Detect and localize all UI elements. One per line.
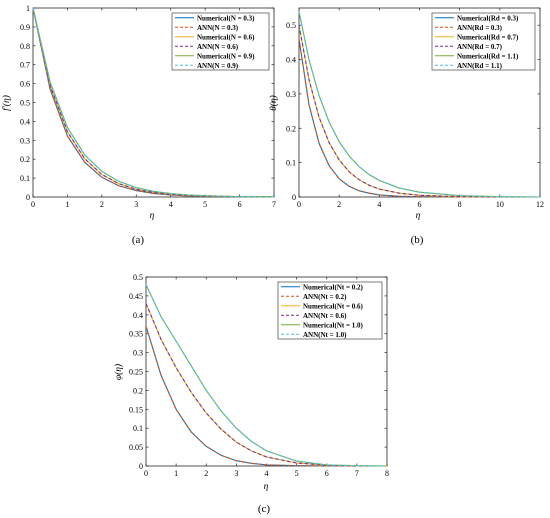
series-group [145,284,388,467]
y-tick-label: 0.3 [20,136,30,145]
x-tick-label: 0 [144,469,148,478]
x-tick-label: 1 [65,200,69,209]
legend: Numerical(N = 0.3)ANN(N = 0.3)Numerical(… [171,12,270,71]
y-tick-label: 0.45 [129,292,143,301]
chart-a: 0 1 2 3 4 5 6 7 0 0.1 0.2 0.3 0.4 0.5 0.6 0.7 0.8 0.9 1 Num… [1,4,276,246]
y-tick-label: 0.4 [133,311,143,320]
legend-entry: ANN(N = 0.6) [197,43,239,51]
y-tick-label: 0.4 [286,56,296,65]
legend-entry: ANN(Rd = 0.7) [457,43,503,51]
y-tick-label: 0.9 [20,23,30,32]
x-tick-label: 0 [297,200,301,209]
x-tick-label: 3 [134,200,138,209]
y-tick-label: 0.1 [133,424,143,433]
series-line-5 [145,284,388,467]
y-tick-label: 0.3 [133,349,143,358]
panel-label: (b) [411,234,424,246]
x-tick-label: 5 [203,200,207,209]
legend-entry: Numerical(N = 0.9) [197,52,255,60]
y-tick-label: 0.5 [286,21,296,30]
x-tick-label: 8 [458,200,462,209]
y-axis-label: f'(η) [1,95,12,111]
x-tick-label: 6 [238,200,242,209]
chart-b: 0 2 4 6 8 10 12 0 0.1 0.2 0.3 0.4 0.5 Numerical(Rd = … [268,7,544,246]
legend-box [171,12,270,71]
x-tick-label: 2 [100,200,104,209]
x-tick-label: 4 [169,200,173,209]
chart-c: 0 1 2 3 4 5 6 7 8 0 0.05 0.1 0.15 0.2 0.25 0.3 0.35 0.4 0.… [113,273,389,515]
series-line-5 [298,11,541,198]
y-tick-label: 0.25 [129,368,143,377]
legend-entry: ANN(Rd = 1.1) [457,62,503,70]
legend: Numerical(Nt = 0.2)ANN(Nt = 0.2)Numerica… [277,281,383,340]
x-tick-label: 3 [234,469,238,478]
legend-box [431,12,536,71]
legend-box [277,281,383,340]
series-line-1 [145,325,387,467]
x-tick-label: 6 [418,200,422,209]
x-tick-label: 12 [536,200,544,209]
y-axis-label: θ(η) [268,95,279,111]
legend-entry: ANN(Nt = 0.2) [303,293,347,301]
x-tick-label: 2 [337,200,341,209]
y-tick-label: 0.1 [286,159,296,168]
x-tick-label: 5 [295,469,299,478]
x-tick-label: 4 [377,200,381,209]
legend-entry: ANN(N = 0.3) [197,24,239,32]
panel-label: (c) [258,503,271,515]
series-line-5 [32,7,275,198]
y-tick-label: 0.1 [20,174,30,183]
x-axis-label: η [264,482,269,492]
legend-entry: ANN(Rd = 0.3) [457,24,503,32]
y-tick-label: 0 [292,193,296,202]
y-tick-label: 0.2 [133,386,143,395]
x-tick-label: 2 [204,469,208,478]
y-tick-label: 0.7 [20,61,30,70]
y-axis-label: φ(η) [113,364,124,380]
y-tick-label: 0.15 [129,405,143,414]
y-tick-label: 0.2 [286,124,296,133]
y-tick-label: 0.2 [20,155,30,164]
legend-entry: ANN(N = 0.9) [197,62,239,70]
series-line-3 [298,25,540,198]
legend-entry: Numerical(Nt = 0.6) [303,302,363,310]
legend-entry: Numerical(Rd = 1.1) [457,52,519,60]
x-tick-label: 8 [385,469,389,478]
y-tick-label: 1 [26,4,30,13]
y-tick-label: 0.35 [129,330,143,339]
y-tick-label: 0.8 [20,42,30,51]
y-tick-label: 0 [26,193,30,202]
y-tick-label: 0.4 [20,117,30,126]
y-tick-label: 0.5 [133,273,143,282]
series-group [298,11,541,198]
legend-entry: Numerical(Rd = 0.3) [457,14,519,22]
legend-entry: Numerical(Nt = 1.0) [303,321,363,329]
series-line-1 [32,7,275,198]
y-tick-label: 0.3 [286,90,296,99]
x-tick-label: 10 [496,200,504,209]
series-group [32,7,275,198]
legend: Numerical(Rd = 0.3)ANN(Rd = 0.3)Numerica… [431,12,536,71]
y-tick-label: 0.5 [20,99,30,108]
legend-entry: Numerical(N = 0.3) [197,14,255,22]
x-tick-label: 6 [325,469,329,478]
panel-label: (a) [132,234,145,246]
x-tick-label: 7 [272,200,276,209]
x-tick-label: 7 [355,469,359,478]
x-axis-label: η [150,211,155,221]
legend-entry: Numerical(N = 0.6) [197,33,255,41]
y-tick-label: 0.05 [129,443,143,452]
legend-entry: ANN(Nt = 1.0) [303,331,347,339]
legend-entry: ANN(Nt = 0.6) [303,312,347,320]
legend-entry: Numerical(Nt = 0.2) [303,283,363,291]
x-tick-label: 4 [265,469,269,478]
y-tick-label: 0 [139,462,143,471]
x-tick-label: 0 [31,200,35,209]
x-tick-label: 1 [174,469,178,478]
y-tick-label: 0.6 [20,80,30,89]
legend-entry: Numerical(Rd = 0.7) [457,33,519,41]
x-axis-label: η [416,211,421,221]
